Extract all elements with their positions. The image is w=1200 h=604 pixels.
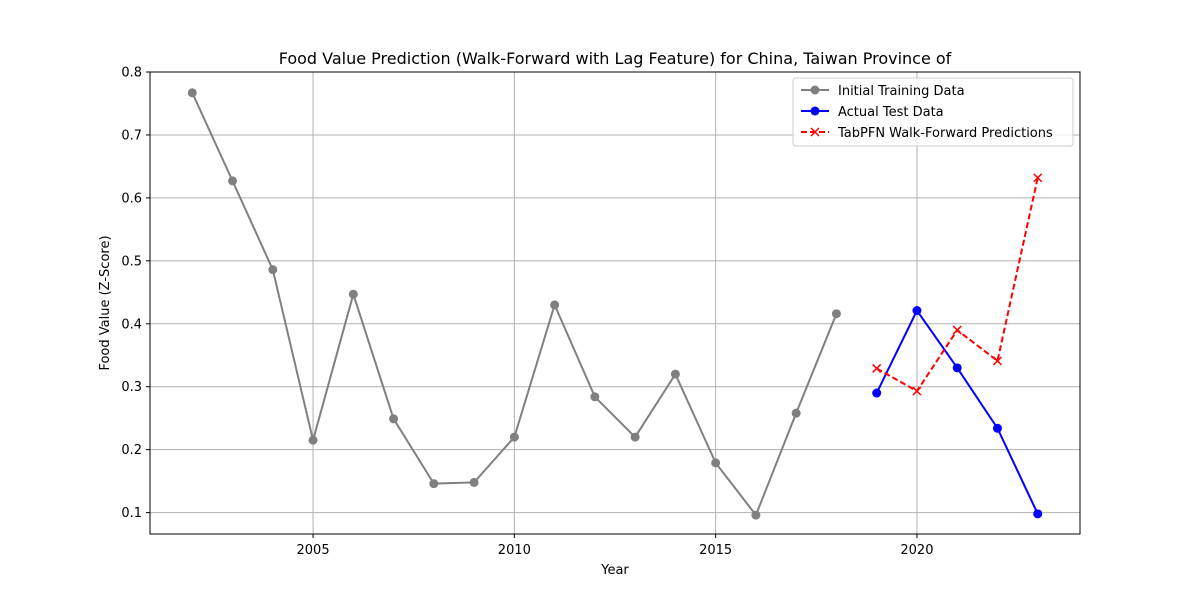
y-tick-label: 0.1 (121, 506, 142, 521)
data-point (831, 309, 841, 319)
data-point (711, 458, 721, 468)
y-tick-label: 0.8 (121, 66, 142, 81)
data-point (912, 386, 922, 396)
x-ticks: 2005 2010 2015 2020 (297, 534, 933, 558)
chart-title: Food Value Prediction (Walk-Forward with… (279, 49, 952, 68)
data-point (751, 510, 761, 520)
legend-entries: Initial Training Data Actual Test Data Tab… (801, 84, 1053, 141)
data-point (590, 392, 600, 402)
y-tick-label: 0.4 (121, 317, 142, 332)
legend-marker (810, 127, 820, 137)
data-point (952, 325, 962, 335)
legend-marker (810, 106, 820, 116)
series-layer (187, 88, 1043, 520)
data-point (469, 477, 479, 487)
y-axis-label: Food Value (Z-Score) (98, 235, 113, 370)
legend-entry-3: TabPFN Walk-Forward Predictions (801, 126, 1053, 141)
series-2 (872, 306, 1043, 519)
data-point (228, 176, 238, 186)
x-tick-label: 2015 (699, 543, 732, 558)
data-point (872, 388, 882, 398)
y-tick-label: 0.7 (121, 128, 142, 143)
legend-entry-2: Actual Test Data (801, 105, 944, 120)
data-point (630, 432, 640, 442)
data-point (1033, 509, 1043, 519)
legend: Initial Training Data Actual Test Data Tab… (792, 77, 1074, 147)
marker-stroke (952, 325, 962, 335)
y-tick-label: 0.2 (121, 443, 142, 458)
data-point (389, 414, 399, 424)
data-point (308, 435, 318, 445)
y-ticks: 0.1 0.2 0.3 0.4 0.5 0.6 0.7 0.8 (121, 66, 150, 521)
data-point (429, 479, 439, 489)
data-point (992, 423, 1002, 433)
legend-box (792, 77, 1074, 147)
y-tick-label: 0.5 (121, 254, 142, 269)
data-point (670, 369, 680, 379)
series-3 (872, 173, 1043, 396)
marker-stroke (1033, 173, 1043, 183)
x-tick-label: 2010 (498, 543, 531, 558)
data-point (348, 289, 358, 299)
data-point (992, 356, 1002, 366)
data-point (268, 265, 278, 275)
series-1 (187, 88, 841, 520)
data-point (912, 306, 922, 316)
marker-stroke (872, 363, 882, 373)
data-point (791, 408, 801, 418)
x-axis-label: Year (600, 563, 629, 578)
legend-label: Actual Test Data (838, 105, 944, 120)
data-point (187, 88, 197, 98)
legend-entry-1: Initial Training Data (801, 84, 965, 99)
legend-label: Initial Training Data (838, 84, 965, 99)
plot-frame (149, 71, 1081, 535)
data-point (872, 363, 882, 373)
data-point (952, 363, 962, 373)
data-point (509, 432, 519, 442)
y-tick-label: 0.6 (121, 191, 142, 206)
legend-label: TabPFN Walk-Forward Predictions (837, 126, 1053, 141)
marker-stroke (992, 356, 1002, 366)
legend-marker (810, 85, 820, 95)
y-tick-label: 0.3 (121, 380, 142, 395)
marker-stroke (912, 386, 922, 396)
data-point (550, 300, 560, 310)
data-point (1033, 173, 1043, 183)
x-tick-label: 2005 (297, 543, 330, 558)
marker-stroke (810, 127, 820, 137)
x-tick-label: 2020 (900, 543, 933, 558)
